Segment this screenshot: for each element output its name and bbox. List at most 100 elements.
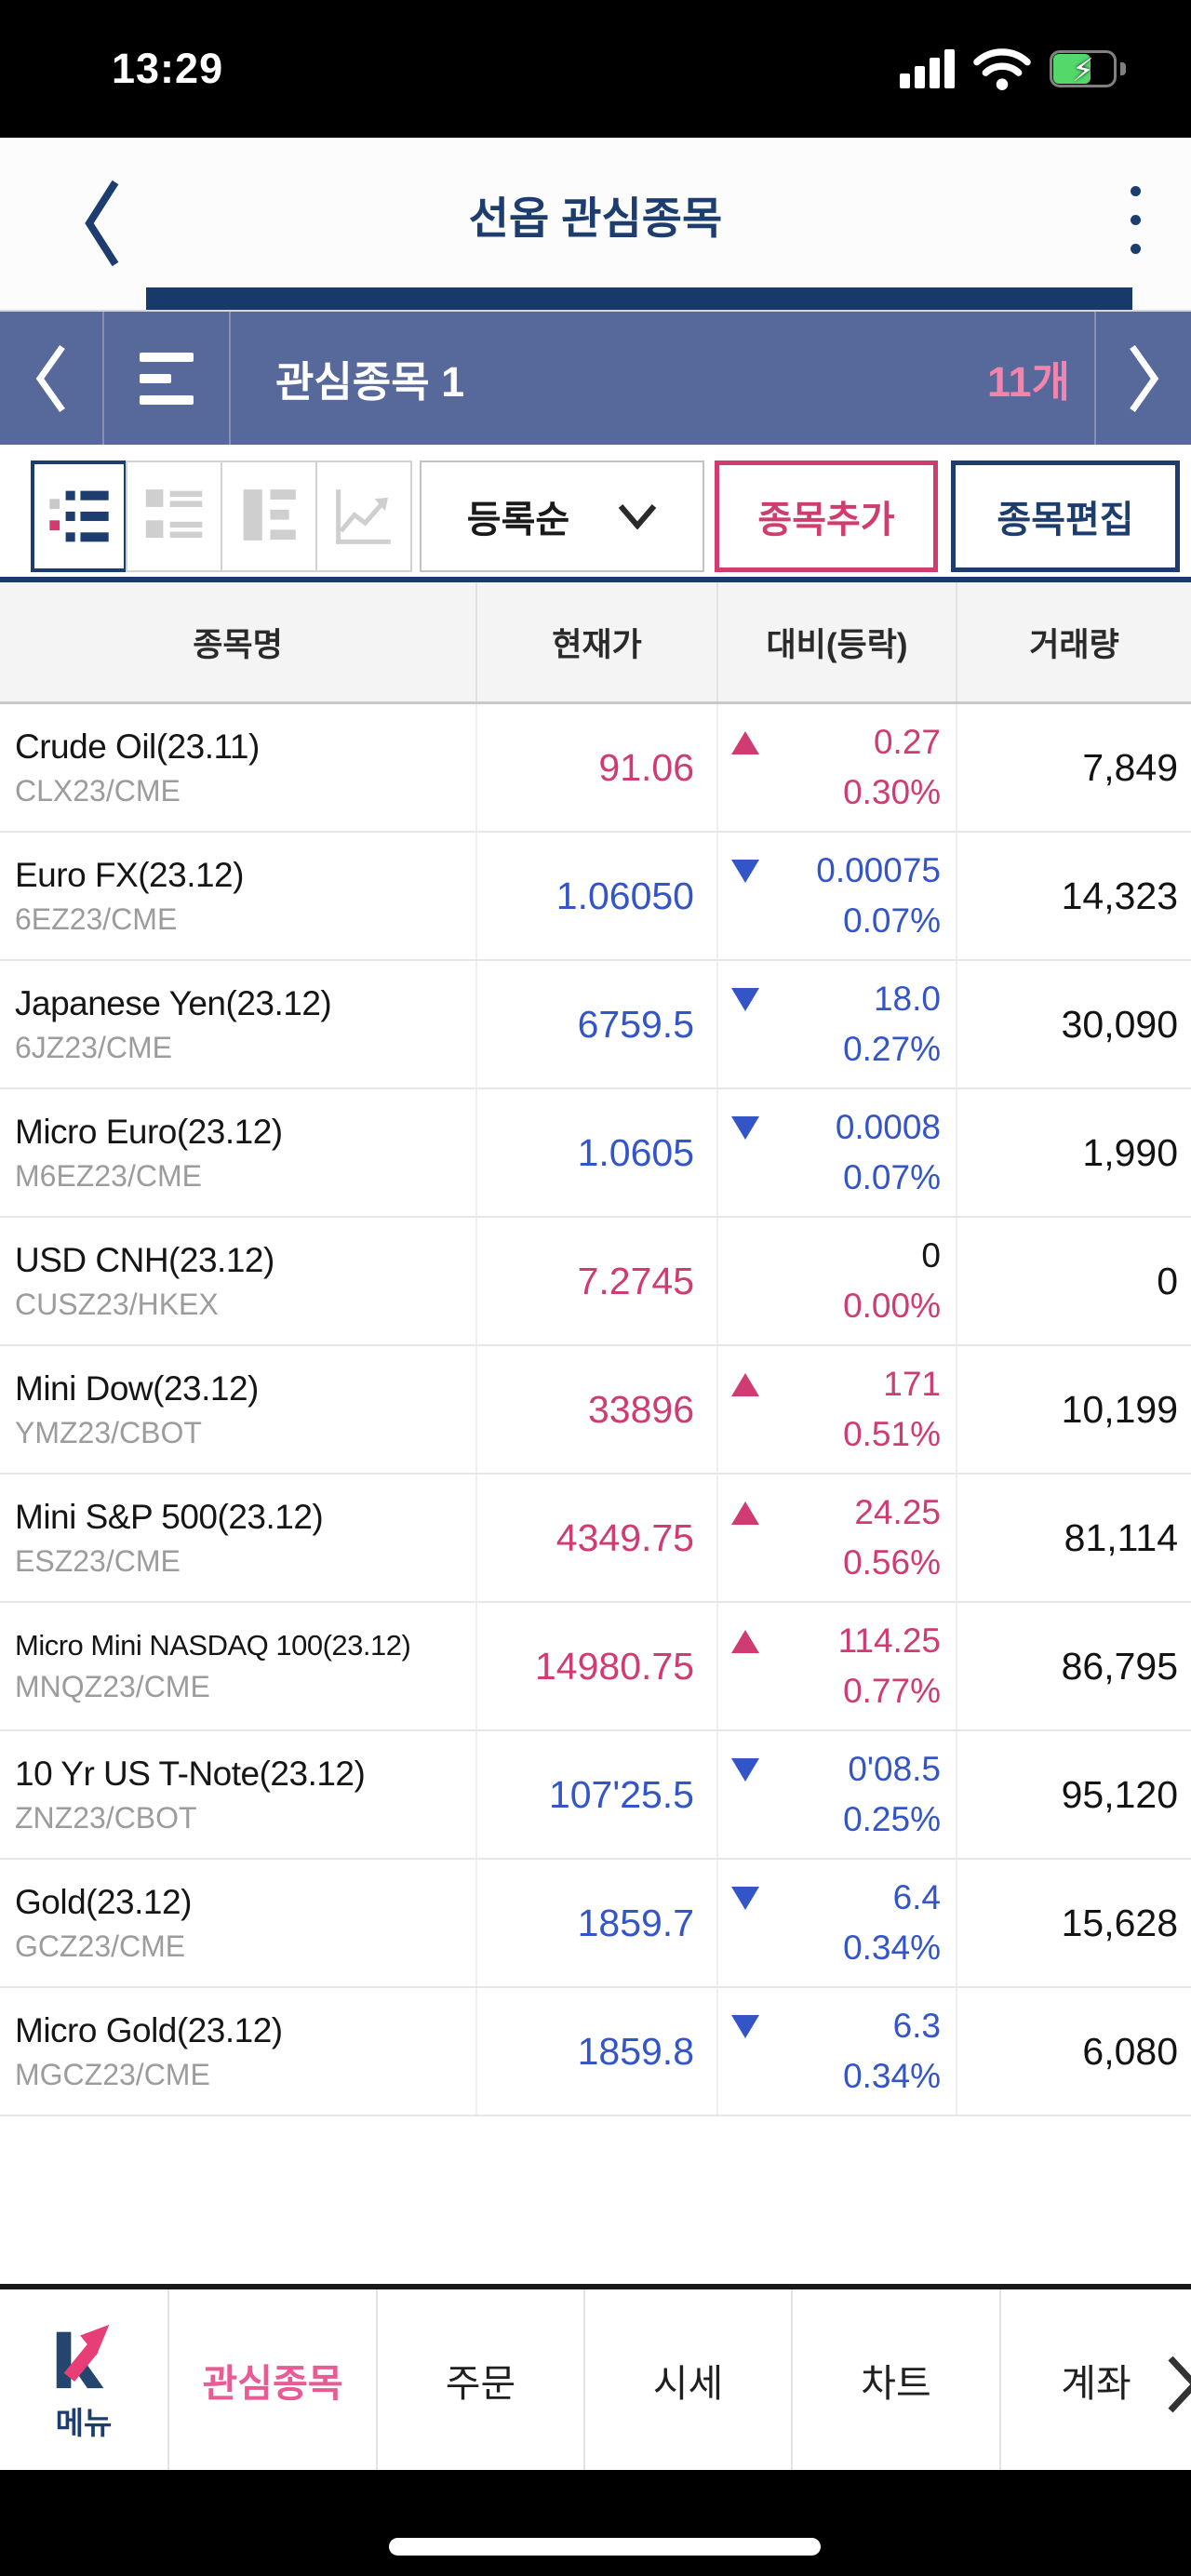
change-cell: 0.0008 0.07% <box>716 1089 956 1216</box>
table-header: 종목명 현재가 대비(등락) 거래량 <box>0 577 1191 704</box>
change-value: 24.25 <box>854 1493 941 1531</box>
price-cell: 1859.8 <box>475 1988 716 2115</box>
change-value: 171 <box>883 1365 941 1403</box>
change-value: 0.27 <box>873 723 941 761</box>
instrument-name: Micro Euro(23.12) <box>15 1112 283 1151</box>
col-header-change[interactable]: 대비(등락) <box>716 582 956 701</box>
home-indicator[interactable] <box>389 2538 821 2556</box>
chevron-down-icon <box>618 504 657 529</box>
volume-cell: 95,120 <box>956 1731 1191 1858</box>
view-mode-panel-button[interactable] <box>221 460 317 572</box>
nav-chart[interactable]: 차트 <box>791 2289 999 2470</box>
instrument-code: YMZ23/CBOT <box>15 1415 202 1449</box>
nav-order[interactable]: 주문 <box>376 2289 583 2470</box>
tab-indicator <box>146 287 1132 310</box>
chart-view-icon <box>336 489 391 544</box>
add-symbol-button[interactable]: 종목추가 <box>715 460 938 572</box>
table-row[interactable]: Crude Oil(23.11) CLX23/CME 91.06 0.27 0.… <box>0 704 1191 833</box>
instrument-name: Mini S&P 500(23.12) <box>15 1497 324 1536</box>
change-cell: 171 0.51% <box>716 1346 956 1473</box>
instrument-cell: Micro Mini NASDAQ 100(23.12) MNQZ23/CME <box>0 1603 475 1729</box>
nav-menu-button[interactable]: 메뉴 <box>0 2289 167 2470</box>
battery-charging-icon: ⚡︎ <box>1050 50 1126 88</box>
table-row[interactable]: Gold(23.12) GCZ23/CME 1859.7 6.4 0.34% 1… <box>0 1860 1191 1988</box>
price-cell: 7.2745 <box>475 1218 716 1344</box>
sort-dropdown[interactable]: 등록순 <box>420 460 704 572</box>
group-title[interactable]: 관심종목 1 <box>275 358 465 406</box>
volume-cell: 0 <box>956 1218 1191 1344</box>
instrument-name: Mini Dow(23.12) <box>15 1368 259 1408</box>
device-footer <box>0 2470 1191 2576</box>
table-row[interactable]: Mini S&P 500(23.12) ESZ23/CME 4349.75 24… <box>0 1475 1191 1603</box>
thumb-list-icon <box>145 489 203 539</box>
change-percent: 0.77% <box>843 1672 941 1710</box>
table-row[interactable]: 10 Yr US T-Note(23.12) ZNZ23/CBOT 107'25… <box>0 1731 1191 1860</box>
volume-value: 7,849 <box>1082 745 1178 789</box>
volume-cell: 10,199 <box>956 1346 1191 1473</box>
view-mode-chart-button[interactable] <box>315 460 412 572</box>
table-row[interactable]: Micro Gold(23.12) MGCZ23/CME 1859.8 6.3 … <box>0 1988 1191 2116</box>
price-cell: 6759.5 <box>475 961 716 1088</box>
instrument-code: ZNZ23/CBOT <box>15 1800 197 1835</box>
volume-value: 10,199 <box>1061 1387 1178 1431</box>
change-percent: 0.27% <box>843 1030 941 1068</box>
wifi-icon <box>973 48 1031 90</box>
change-value: 0.00075 <box>816 851 941 889</box>
change-percent: 0.30% <box>843 773 941 811</box>
back-button[interactable] <box>82 177 123 274</box>
volume-value: 14,323 <box>1061 874 1178 917</box>
prev-group-button[interactable] <box>0 312 104 445</box>
change-cell: 6.3 0.34% <box>716 1988 956 2115</box>
instrument-code: MNQZ23/CME <box>15 1669 210 1703</box>
volume-value: 0 <box>1157 1259 1178 1302</box>
app-header: 선옵 관심종목 <box>0 138 1191 312</box>
next-group-button[interactable] <box>1094 312 1191 445</box>
current-price: 6759.5 <box>577 1002 694 1046</box>
page-title: 선옵 관심종목 <box>468 194 723 243</box>
nav-watchlist[interactable]: 관심종목 <box>167 2289 376 2470</box>
instrument-code: GCZ23/CME <box>15 1929 186 1963</box>
list-menu-icon <box>140 352 194 405</box>
col-header-name[interactable]: 종목명 <box>193 626 283 663</box>
app-logo-icon <box>56 2324 110 2389</box>
table-row[interactable]: Micro Euro(23.12) M6EZ23/CME 1.0605 0.00… <box>0 1089 1191 1218</box>
table-row[interactable]: USD CNH(23.12) CUSZ23/HKEX 7.2745 0 0.00… <box>0 1218 1191 1346</box>
instrument-name: Micro Gold(23.12) <box>15 2010 283 2049</box>
col-header-price[interactable]: 현재가 <box>475 582 716 701</box>
table-row[interactable]: Mini Dow(23.12) YMZ23/CBOT 33896 171 0.5… <box>0 1346 1191 1475</box>
bottom-nav: 메뉴 관심종목 주문 시세 차트 계좌 <box>0 2284 1191 2470</box>
current-price: 7.2745 <box>577 1259 694 1302</box>
change-value: 0.0008 <box>835 1108 941 1146</box>
direction-triangle-icon <box>731 1886 759 1910</box>
current-price: 14980.75 <box>534 1644 694 1688</box>
volume-cell: 7,849 <box>956 704 1191 831</box>
nav-quotes[interactable]: 시세 <box>583 2289 791 2470</box>
volume-value: 30,090 <box>1061 1002 1178 1046</box>
volume-cell: 86,795 <box>956 1603 1191 1729</box>
change-percent: 0.07% <box>843 901 941 940</box>
change-percent: 0.56% <box>843 1543 941 1582</box>
table-row[interactable]: Japanese Yen(23.12) 6JZ23/CME 6759.5 18.… <box>0 961 1191 1089</box>
instrument-name: Crude Oil(23.11) <box>15 727 260 766</box>
nav-account[interactable]: 계좌 <box>999 2289 1191 2470</box>
signal-icon <box>900 49 955 88</box>
change-value: 6.4 <box>892 1878 941 1916</box>
table-row[interactable]: Micro Mini NASDAQ 100(23.12) MNQZ23/CME … <box>0 1603 1191 1731</box>
more-menu-icon[interactable] <box>1125 180 1146 260</box>
instrument-cell: Micro Gold(23.12) MGCZ23/CME <box>0 1988 475 2115</box>
change-percent: 0.07% <box>843 1158 941 1196</box>
table-row[interactable]: Euro FX(23.12) 6EZ23/CME 1.06050 0.00075… <box>0 833 1191 961</box>
instrument-name: Gold(23.12) <box>15 1882 192 1921</box>
instrument-name: Euro FX(23.12) <box>15 855 244 894</box>
view-mode-thumb-button[interactable] <box>126 460 222 572</box>
instrument-cell: Mini Dow(23.12) YMZ23/CBOT <box>0 1346 475 1473</box>
instrument-cell: Euro FX(23.12) 6EZ23/CME <box>0 833 475 959</box>
price-cell: 14980.75 <box>475 1603 716 1729</box>
view-mode-list-button[interactable] <box>31 460 127 572</box>
price-cell: 33896 <box>475 1346 716 1473</box>
col-header-volume[interactable]: 거래량 <box>956 582 1191 701</box>
volume-cell: 1,990 <box>956 1089 1191 1216</box>
nav-more-chevron-icon[interactable] <box>1167 2355 1191 2419</box>
edit-symbol-button[interactable]: 종목편집 <box>951 460 1180 572</box>
group-list-button[interactable] <box>104 312 231 445</box>
